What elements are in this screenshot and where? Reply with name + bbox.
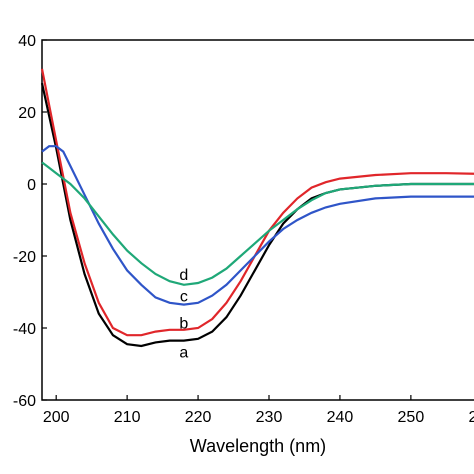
series-line <box>40 68 474 337</box>
annotation: a <box>179 344 188 361</box>
x-tick-label: 210 <box>114 409 141 426</box>
x-axis-label: Wavelength (nm) <box>190 436 326 456</box>
x-tick-label: 220 <box>185 409 212 426</box>
plot-frame <box>41 39 474 401</box>
y-tick-label: -60 <box>13 393 36 410</box>
series-line <box>41 145 474 306</box>
annotation: d <box>179 267 188 284</box>
y-tick-label: 40 <box>18 33 36 50</box>
x-tick-label: 260 <box>468 409 474 426</box>
y-tick-label: 20 <box>18 105 36 122</box>
y-tick-label: -40 <box>13 321 36 338</box>
x-tick-label: 250 <box>398 409 425 426</box>
x-tick-label: 200 <box>43 409 70 426</box>
series-line <box>40 82 474 348</box>
annotation: b <box>179 316 188 333</box>
annotation: c <box>180 289 188 306</box>
x-tick-label: 240 <box>327 409 354 426</box>
y-tick-label: 0 <box>27 177 36 194</box>
y-tick-label: -20 <box>13 249 36 266</box>
series-line <box>41 161 474 286</box>
x-tick-label: 230 <box>256 409 283 426</box>
